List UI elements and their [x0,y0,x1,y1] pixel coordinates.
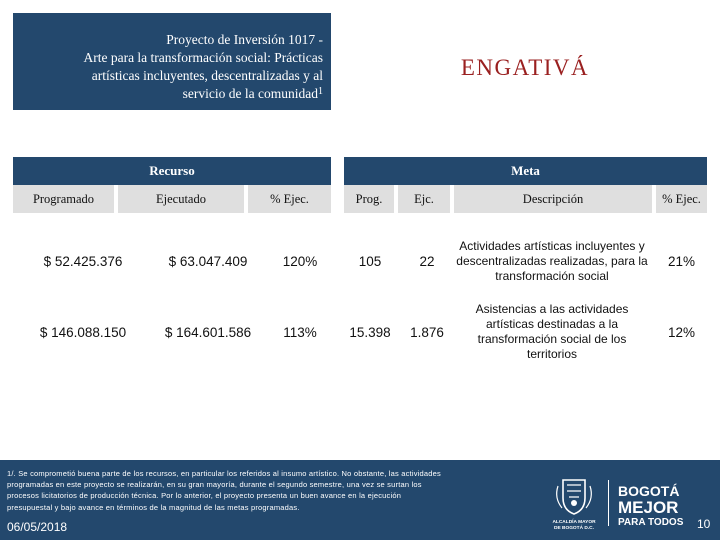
column-header-pct-ejec-recurso: % Ejec. [248,185,331,213]
alcaldia-logo: ALCALDÍA MAYOR DE BOGOTÁ D.C. [552,479,596,531]
cell-prog: 105 [358,253,382,269]
footnote-line-2: programadas en este proyecto se realizar… [7,480,422,490]
cell-prog: 15.398 [349,324,391,340]
column-header-ejc: Ejc. [398,185,450,213]
column-header-ejecutado-label: Ejecutado [156,191,206,206]
cell-descripcion: Actividades artísticas incluyentes y des… [456,238,648,283]
footnote: 1/. Se comprometió buena parte de los re… [7,468,547,513]
project-title-line-3: artísticas incluyentes, descentralizadas… [91,68,323,83]
column-header-programado-label: Programado [32,191,95,206]
bogota-logo-line-2: MEJOR [618,498,678,517]
meta-group-header: Meta [344,157,707,185]
column-header-prog-label: Prog. [355,191,383,206]
bogota-logo-line-1: BOGOTÁ [618,483,679,499]
cell-ejecutado: $ 164.601.586 [164,324,252,340]
footnote-line-4: presupuestal y bajo avance en términos d… [7,502,300,512]
column-header-pct-ejec-meta-label: % Ejec. [662,191,701,206]
footer-bar: 1/. Se comprometió buena parte de los re… [0,460,720,540]
coat-of-arms-icon [556,479,592,515]
bogota-mejor-logo: BOGOTÁ MEJOR PARA TODOS [618,483,684,528]
column-header-pct-ejec-meta: % Ejec. [656,185,707,213]
cell-ejc: 22 [419,253,435,269]
project-title-line-4: servicio de la comunidad1 [23,85,323,103]
project-title-box: Proyecto de Inversión 1017 - Arte para l… [13,13,331,110]
column-header-prog: Prog. [344,185,394,213]
column-header-programado: Programado [13,185,114,213]
logo-divider [608,480,609,526]
cell-pct-recurso: 113% [283,324,317,340]
meta-group-label: Meta [511,163,540,178]
column-header-ejecutado: Ejecutado [118,185,244,213]
column-header-pct-ejec-recurso-label: % Ejec. [270,191,309,206]
column-header-ejc-label: Ejc. [414,191,434,206]
project-title-line-1: Proyecto de Inversión 1017 - [166,32,323,47]
date-label: 06/05/2018 [7,520,68,534]
cell-descripcion: Asistencias a las actividades artísticas… [475,302,629,361]
column-header-descripcion-label: Descripción [522,191,584,206]
cell-pct-meta: 12% [667,324,696,340]
recurso-group-header: Recurso [13,157,331,185]
alcaldia-logo-line-1: ALCALDÍA MAYOR [552,517,596,525]
cell-pct-meta: 21% [667,253,696,269]
locality-title: ENGATIVÁ [460,55,590,80]
alcaldia-logo-line-2: DE BOGOTÁ D.C. [554,524,594,531]
cell-ejc: 1.876 [410,324,444,340]
bogota-logo-line-3: PARA TODOS [618,517,684,528]
cell-pct-recurso: 120% [282,253,318,269]
footnote-marker: 1 [318,86,323,97]
recurso-group-label: Recurso [149,163,195,178]
column-header-descripcion: Descripción [454,185,652,213]
page-number: 10 [697,517,711,531]
project-title-line-2: Arte para la transformación social: Prác… [83,50,323,65]
cell-programado: $ 146.088.150 [39,324,127,340]
cell-ejecutado: $ 63.047.409 [168,253,248,269]
footnote-line-3: procesos licitatorios de producción técn… [7,491,402,501]
footnote-line-1: 1/. Se comprometió buena parte de los re… [7,469,441,478]
project-title-line-4-text: servicio de la comunidad [182,86,318,101]
cell-programado: $ 52.425.376 [43,253,123,269]
